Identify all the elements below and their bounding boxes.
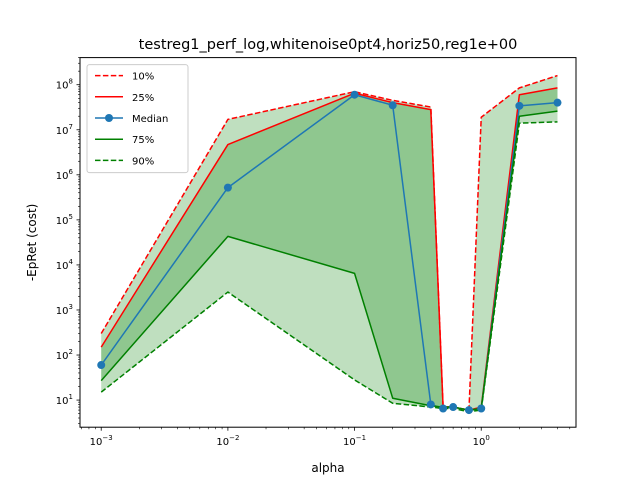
y-axis-label: -EpRet (cost) [25, 204, 39, 282]
x-tick-label: 10−2 [216, 434, 239, 448]
legend: 10% 25% Median 75% 90% [86, 64, 189, 174]
median-point [350, 90, 359, 99]
y-tick-label: 104 [56, 258, 74, 272]
median-point [449, 403, 458, 412]
x-axis: 10−3 10−2 10−1 100 [81, 427, 571, 448]
y-tick-label: 107 [56, 123, 73, 137]
legend-marker [105, 114, 113, 122]
median-markers [97, 90, 562, 415]
y-tick-label: 105 [56, 213, 73, 227]
chart-title: testreg1_perf_log,whitenoise0pt4,horiz50… [139, 37, 518, 53]
plot-area-frame [79, 57, 577, 428]
x-tick-label: 100 [473, 434, 490, 448]
legend-label-10pct: 10% [132, 72, 154, 83]
confidence-bands [101, 75, 558, 412]
y-tick-label: 102 [56, 348, 73, 362]
median-point [223, 183, 232, 192]
median-point [553, 98, 562, 107]
median-point [388, 101, 397, 110]
series-line-10pct [100, 74, 558, 411]
legend-label-75pct: 75% [132, 135, 154, 146]
band-90-10 [101, 75, 558, 412]
median-point [439, 404, 448, 413]
legend-label-90pct: 90% [132, 156, 154, 167]
median-point [426, 400, 435, 409]
legend-box [86, 64, 189, 174]
x-tick-label: 10−1 [343, 434, 366, 448]
band-75-25 [101, 87, 558, 411]
median-point [477, 404, 486, 413]
median-point [515, 101, 524, 110]
median-point [464, 406, 473, 415]
y-tick-label: 108 [56, 78, 73, 92]
y-tick-label: 106 [56, 168, 74, 182]
legend-label-median: Median [132, 114, 168, 125]
x-tick-label: 10−3 [90, 434, 113, 448]
y-tick-label: 101 [56, 393, 73, 407]
y-tick-label: 103 [56, 303, 73, 317]
x-axis-label: alpha [311, 461, 344, 475]
median-point [97, 361, 106, 370]
legend-label-25pct: 25% [132, 93, 154, 104]
y-axis: 101 102 103 104 105 106 107 108 [56, 57, 80, 424]
